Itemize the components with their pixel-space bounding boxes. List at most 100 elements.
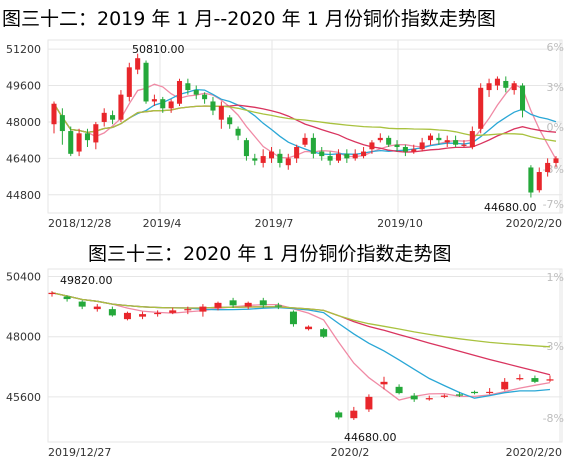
chart1-candle-body [277,153,283,163]
chart1-candle-body [269,151,275,159]
chart2-candle-body [48,292,56,295]
chart1-candle-body [285,158,291,166]
chart2-low-label: 44680.00 [344,431,397,444]
chart1-candle-body [369,142,375,150]
chart1-candle-body [151,99,157,102]
chart1-x-tick-label: 2019/4 [143,217,182,230]
chart1-right-tick-label: 3% [547,81,564,94]
chart1-candle-body [486,83,492,91]
chart2-right-tick-label: 1% [547,271,564,284]
chart1-candle-body [528,167,534,193]
chart2-candle-body [229,300,237,306]
chart1-low-label: 44680.00 [484,201,537,214]
chart2-x-tick-label: 2020/2 [331,446,370,459]
chart1-candle-body [377,137,383,141]
chart1-candle-body [444,140,450,143]
chart1-candle-body [402,146,408,152]
chart2-candle-body [410,395,418,400]
chart1-x-tick-label: 2019/10 [377,217,423,230]
chart2-y-tick-label: 48000 [6,331,41,344]
chart2-candle-body [93,306,101,310]
chart1-candle-body [335,153,341,161]
chart2-candle-body [184,309,192,311]
chart1-y-tick-label: 51200 [6,43,41,56]
chart1-candle-body [310,137,316,154]
chart2-title: 图三十三：2020 年 1 月份铜价指数走势图 [88,243,452,265]
chart1-x-tick-label: 2020/2/20 [506,217,562,230]
chart2-candle-body [546,379,554,381]
chart1-candle-body [327,156,333,161]
chart1-candle-body [294,146,300,159]
chart1-candle-body [352,153,358,159]
chart2-candle-body [455,394,463,396]
chart1-candle-body [469,131,475,147]
chart1-candle-body [511,83,517,91]
chart1-candle-body [344,153,350,159]
chart2-candle-body [335,412,343,418]
chart1-candle-body [361,151,367,157]
chart1-candle-body [59,115,65,132]
chart1-candle-body [252,158,258,161]
chart2-candle-body [78,301,86,307]
chart2-candle-body [320,329,328,337]
chart2-candle-body [365,396,373,410]
chart2-candle-body [350,410,358,419]
chart1-x-tick-label: 2018/12/28 [48,217,111,230]
chart1-candle-body [176,80,183,104]
chart1-candle-body [453,140,459,145]
chart2-y-tick-label: 50400 [6,271,41,284]
chart1-candle-body [411,149,417,152]
chart2-candle-body [274,305,282,307]
chart2-high-label: 49820.00 [60,274,113,287]
chart1-candle-body [84,133,90,141]
chart1-y-tick-label: 46400 [6,152,41,165]
chart2-x-tick-label: 2020/2/20 [506,446,562,459]
chart1-candle-body [520,85,526,111]
chart2-candle-body [395,386,403,394]
chart1-candle-body [235,128,241,136]
chart1-candle-body [394,144,400,147]
chart2-candle-body [139,314,147,317]
chart1-candle-body [218,106,224,120]
chart1-y-tick-label: 48000 [6,116,41,129]
chart1-candle-body [227,117,233,125]
chart1-candle-body [260,156,266,163]
chart1-candle-body [126,67,132,97]
chart2-candle-body [486,391,494,394]
chart1-candle-body [118,94,124,120]
chart1-candle-body [143,62,149,102]
chart1-candle-body [461,144,467,146]
chart2-ma40-line [51,292,551,348]
chart1-candle-body [536,172,542,191]
chart1-title: 图三十二：2019 年 1 月--2020 年 1 月份铜价指数走势图 [2,8,496,30]
chart2-candle-body [123,312,131,320]
chart2-candle-body [531,378,539,382]
chart1-right-tick-label: 6% [547,41,564,54]
chart1-candle-body [202,94,208,100]
chart2-candle-body [440,395,448,397]
chart2-plot-frame [47,268,563,443]
chart1-candle-body [302,137,308,145]
chart2-right-tick-label: -8% [543,412,564,425]
chart1-candle-body [436,137,442,141]
chart2-candle-body [425,398,433,400]
chart2-candle-body [169,310,177,313]
chart1-candle-body [68,131,74,154]
chart2-candle-body [501,381,509,390]
chart1-candle-body [478,87,484,129]
chart1-candle-body [110,115,116,120]
chart1-candle-body [427,135,434,141]
chart2-candle-body [63,296,71,300]
chart1-candle-body [168,101,174,109]
chart2-candle-body [516,378,524,380]
chart1-candle-body [319,151,325,157]
chart1-y-tick-label: 49600 [6,80,41,93]
chart1-candle-body [503,80,509,88]
chart1-candle-body [160,99,166,109]
chart2-candle-body [380,381,388,385]
chart1-candle-body [185,83,191,91]
chart1-candle-body [386,137,392,145]
chart1-candle-body [101,112,107,122]
